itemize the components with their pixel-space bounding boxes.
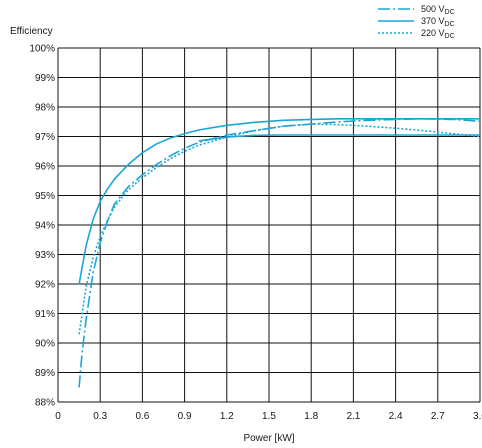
y-tick-label: 96%	[35, 162, 55, 173]
y-tick-label: 99%	[35, 73, 55, 84]
series-line-0	[78, 117, 481, 388]
y-tick-label: 98%	[35, 103, 55, 114]
y-tick-label: 97%	[35, 132, 55, 143]
y-tick-label: 88%	[35, 398, 55, 409]
grid	[57, 47, 481, 403]
x-tick-labels: 0 0.3 0.6 0.9 1.2 1.5 1.8 2.1 2.4 2.7 3.0	[55, 411, 482, 422]
series-line-3	[198, 134, 480, 142]
series-line-2	[78, 123, 481, 335]
x-axis-label: Power [kW]	[243, 433, 294, 444]
legend-label-2: 220 VDC	[421, 28, 455, 40]
x-tick-label: 0.3	[93, 411, 107, 422]
x-tick-label: 1.5	[262, 411, 276, 422]
legend-label-1: 370 VDC	[421, 16, 455, 28]
x-tick-label: 1.2	[220, 411, 234, 422]
x-tick-label: 0.9	[178, 411, 192, 422]
series-lines	[78, 117, 481, 388]
y-tick-label: 90%	[35, 339, 55, 350]
y-tick-label: 95%	[35, 191, 55, 202]
legend-label-0: 500 VDC	[421, 4, 455, 16]
y-tick-label: 89%	[35, 368, 55, 379]
y-tick-label: 100%	[29, 44, 55, 55]
y-axis-label: Efficiency	[10, 26, 53, 37]
y-tick-label: 94%	[35, 221, 55, 232]
x-tick-label: 3.0	[473, 411, 482, 422]
y-tick-label: 92%	[35, 280, 55, 291]
x-tick-label: 2.1	[346, 411, 360, 422]
y-tick-labels: 88% 89% 90% 91% 92% 93% 94% 95% 96% 97% 98% 99% 100%	[29, 44, 55, 409]
series-line-1	[78, 118, 480, 285]
y-tick-label: 91%	[35, 309, 55, 320]
x-tick-label: 1.8	[304, 411, 318, 422]
x-tick-label: 2.4	[389, 411, 403, 422]
x-tick-label: 2.7	[431, 411, 445, 422]
x-tick-label: 0	[55, 411, 61, 422]
y-tick-label: 93%	[35, 250, 55, 261]
x-tick-label: 0.6	[135, 411, 149, 422]
